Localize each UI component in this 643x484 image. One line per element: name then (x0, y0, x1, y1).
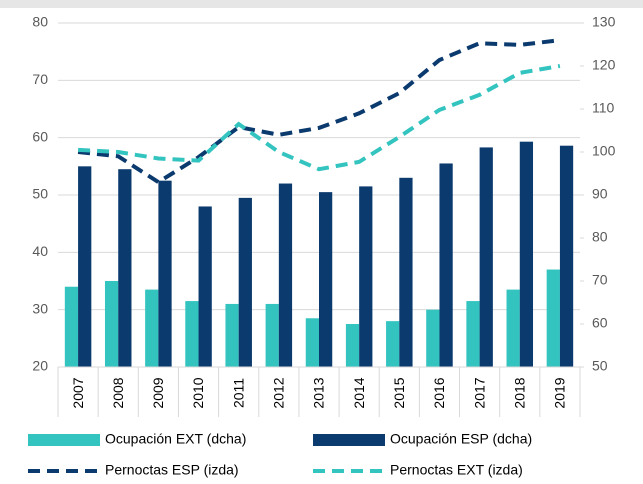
x-tick-label: 2011 (230, 378, 246, 408)
bar (559, 145, 574, 367)
x-tick-label: 2012 (271, 377, 287, 408)
bar (426, 309, 440, 367)
bar (399, 177, 413, 367)
bar (319, 192, 333, 367)
x-tick-label: 2018 (511, 377, 527, 408)
bar (345, 324, 360, 367)
y2-tick-label: 120 (592, 57, 616, 73)
bar (104, 281, 119, 367)
bar (386, 321, 400, 367)
top-band (0, 0, 643, 8)
x-tick-label: 2016 (431, 377, 447, 408)
legend-label: Pernoctas ESP (izda) (105, 462, 239, 478)
y2-tick-label: 50 (592, 358, 608, 374)
x-tick-label: 2008 (110, 377, 126, 408)
y2-tick-label: 90 (592, 186, 608, 202)
y-tick-label: 70 (32, 71, 48, 87)
y-tick-label: 50 (32, 186, 48, 202)
y-tick-label: 80 (32, 14, 48, 30)
bar (265, 303, 279, 367)
bar (546, 269, 560, 367)
y2-tick-label: 70 (592, 272, 608, 288)
bar (238, 197, 252, 367)
bar (278, 183, 293, 367)
x-tick-label: 2015 (391, 377, 407, 408)
bar (519, 141, 534, 367)
y2-tick-label: 80 (592, 229, 608, 245)
bar (479, 147, 493, 367)
x-tick-label: 2013 (311, 377, 327, 408)
y2-tick-label: 60 (592, 315, 608, 331)
bar (359, 186, 373, 367)
x-tick-label: 2017 (471, 377, 487, 408)
bar (158, 180, 172, 367)
bar (185, 301, 199, 367)
bar (439, 163, 453, 367)
x-tick-label: 2010 (190, 377, 206, 408)
bar (198, 206, 212, 367)
bar (145, 289, 159, 367)
y2-tick-label: 110 (592, 100, 615, 116)
y-tick-label: 30 (32, 300, 48, 316)
y-tick-label: 60 (32, 128, 48, 144)
x-tick-label: 2009 (150, 377, 166, 408)
bar (118, 169, 132, 367)
y2-tick-label: 100 (592, 143, 616, 159)
bar (466, 301, 480, 367)
y-tick-label: 40 (32, 243, 48, 259)
bar (305, 318, 319, 367)
bar (225, 303, 239, 367)
line (77, 38, 561, 185)
legend-swatch (313, 434, 385, 446)
y-tick-label: 20 (32, 358, 48, 374)
x-tick-label: 2019 (552, 377, 568, 408)
y2-tick-label: 130 (592, 14, 616, 30)
x-tick-label: 2014 (351, 377, 367, 408)
legend-label: Ocupación EXT (dcha) (105, 431, 246, 447)
x-tick-label: 2007 (70, 377, 86, 408)
bar (506, 289, 520, 367)
bar (78, 166, 92, 367)
line (77, 64, 561, 172)
legend-label: Ocupación ESP (dcha) (390, 431, 532, 447)
legend-swatch (28, 434, 100, 446)
bar (64, 286, 79, 367)
legend-label: Pernoctas EXT (izda) (390, 462, 523, 478)
